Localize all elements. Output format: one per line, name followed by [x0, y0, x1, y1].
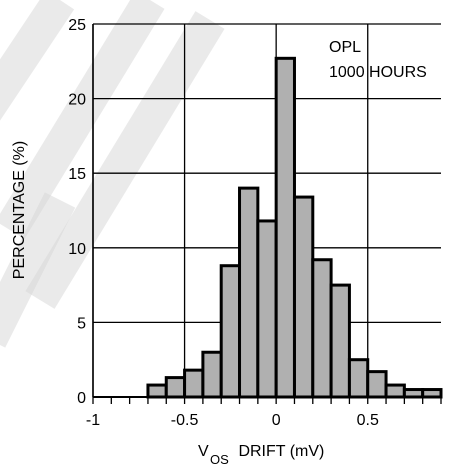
histogram-bar: [183, 368, 205, 399]
histogram-bar: [256, 219, 278, 399]
histogram-bar: [201, 350, 223, 399]
x-axis-title: V OS DRIFT (mV): [198, 443, 324, 467]
histogram-bar: [421, 388, 443, 399]
x-tick-label: 0: [272, 412, 281, 429]
annotation-line-2: 1000 HOURS: [329, 64, 427, 81]
histogram-bar: [146, 383, 168, 399]
y-tick-label: 20: [68, 92, 86, 109]
tick-labels: 0 5 10 15 20 25 -1 -0.5 0 0.5: [68, 17, 379, 429]
histogram-bar: [274, 56, 296, 399]
x-axis-title-subscript: OS: [210, 452, 229, 467]
histogram-bar: [292, 195, 315, 399]
histogram-bar: [311, 258, 333, 399]
histogram-bars: [146, 56, 443, 399]
histogram-bar: [347, 358, 370, 399]
axes: [92, 24, 442, 404]
histogram-bar: [384, 383, 406, 399]
histogram-bar: [366, 370, 388, 399]
histogram-bar: [402, 388, 425, 399]
y-tick-label: 10: [68, 241, 86, 258]
y-tick-label: 0: [77, 390, 86, 407]
watermark-stripe: [0, 0, 75, 121]
watermark-stripe: [0, 192, 76, 348]
x-tick-label: -1: [86, 412, 100, 429]
watermark-stripe: [0, 0, 165, 239]
annotation-line-1: OPL: [329, 39, 361, 56]
y-tick-label: 5: [77, 315, 86, 332]
y-tick-label: 15: [68, 166, 86, 183]
x-axis-title-main: V: [198, 443, 209, 460]
x-tick-label: -0.5: [171, 412, 199, 429]
histogram-bar: [219, 264, 242, 399]
histogram-bar: [238, 186, 260, 399]
y-tick-label: 25: [68, 17, 86, 34]
watermark-stripes: [0, 0, 225, 348]
histogram-bar: [164, 376, 187, 399]
y-axis-title: PERCENTAGE (%): [11, 141, 28, 279]
histogram-bar: [329, 283, 351, 399]
watermark-stripe: [25, 11, 225, 309]
x-axis-title-rest: DRIFT (mV): [234, 443, 324, 460]
x-tick-label: 0.5: [357, 412, 379, 429]
